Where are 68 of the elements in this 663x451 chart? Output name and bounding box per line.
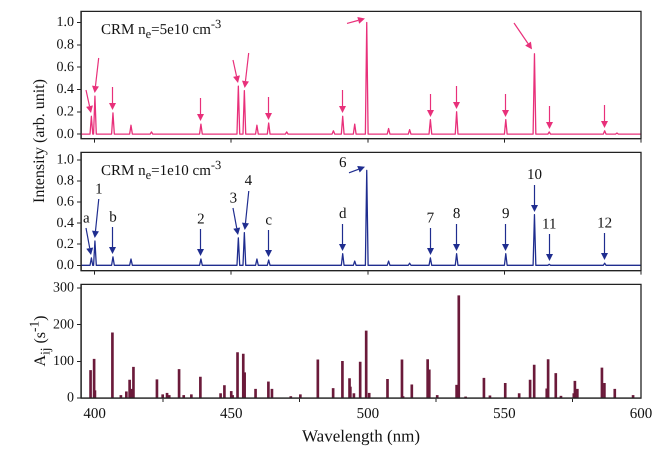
bar xyxy=(111,332,114,398)
annotation: 9 xyxy=(502,206,510,222)
annotation: 7 xyxy=(426,210,435,226)
annotation: 10 xyxy=(526,167,542,184)
annotation: CRM n$_{e}$=5e10 cm$^{-3}$ xyxy=(101,17,222,42)
bar xyxy=(199,376,202,398)
bar xyxy=(554,373,558,398)
y-tick-label: 1.0 xyxy=(56,152,74,168)
y-tick-label: 300 xyxy=(53,280,74,296)
y-tick-label: 100 xyxy=(53,354,74,370)
x-tick-label: 500 xyxy=(356,406,380,422)
annotation: 8 xyxy=(452,206,460,222)
bar xyxy=(254,388,257,398)
bar xyxy=(410,384,414,398)
y-tick-label: 0.0 xyxy=(56,126,74,142)
bar xyxy=(532,364,536,398)
bar xyxy=(504,383,507,398)
annotation: d xyxy=(338,206,347,222)
x-tick-label: 550 xyxy=(493,406,516,422)
y-tick-label: 0.2 xyxy=(56,236,74,252)
y-tick-label: 0 xyxy=(67,390,74,406)
y-tick-label: 200 xyxy=(53,317,74,332)
bar xyxy=(332,388,334,398)
bar xyxy=(341,361,344,398)
bar xyxy=(156,379,158,398)
bar xyxy=(316,360,320,398)
y-tick-label: 0.0 xyxy=(56,258,74,273)
y-tick-label: 0.2 xyxy=(56,104,74,120)
bar xyxy=(457,295,460,398)
bar xyxy=(166,392,168,398)
y-tick-label: 0.8 xyxy=(56,174,74,189)
bar xyxy=(488,395,492,398)
annotation: c xyxy=(265,212,272,228)
annotation: 3 xyxy=(230,190,238,206)
bar xyxy=(574,380,576,398)
annotation: 11 xyxy=(542,216,556,233)
bar xyxy=(364,330,368,398)
bar xyxy=(267,382,270,398)
annotation: 4 xyxy=(244,173,253,190)
annotation: 6 xyxy=(338,154,347,171)
annotation: 12 xyxy=(597,216,612,232)
y-tick-label: 0.4 xyxy=(56,216,74,231)
bar xyxy=(236,352,239,398)
y-tick-label: 0.6 xyxy=(56,194,74,210)
annotation: CRM n$_{e}$=1e10 cm$^{-3}$ xyxy=(101,158,222,184)
bar xyxy=(223,385,226,398)
bar xyxy=(386,378,389,398)
x-tick-label: 400 xyxy=(83,406,106,422)
x-tick-label: 600 xyxy=(630,406,652,422)
annotation: b xyxy=(109,209,117,226)
bar xyxy=(358,362,362,398)
bar xyxy=(400,360,404,398)
y-axis-title: Intensity (arb. unit) xyxy=(31,79,49,203)
y-tick-label: 1.0 xyxy=(56,15,74,30)
x-tick-label: 450 xyxy=(220,406,242,422)
y-tick-label: 0.6 xyxy=(56,60,74,75)
bar xyxy=(600,368,604,398)
bar xyxy=(546,359,550,398)
annotation: 2 xyxy=(197,211,205,228)
annotation: 1 xyxy=(95,181,103,198)
y-tick-label: 0.8 xyxy=(56,38,74,53)
bar xyxy=(178,369,180,398)
annotation: a xyxy=(83,210,90,226)
bar xyxy=(632,395,634,398)
x-axis-title: Wavelength (nm) xyxy=(302,426,420,446)
bar xyxy=(482,378,486,398)
y-tick-label: 0.4 xyxy=(56,82,74,98)
bar xyxy=(132,366,135,398)
